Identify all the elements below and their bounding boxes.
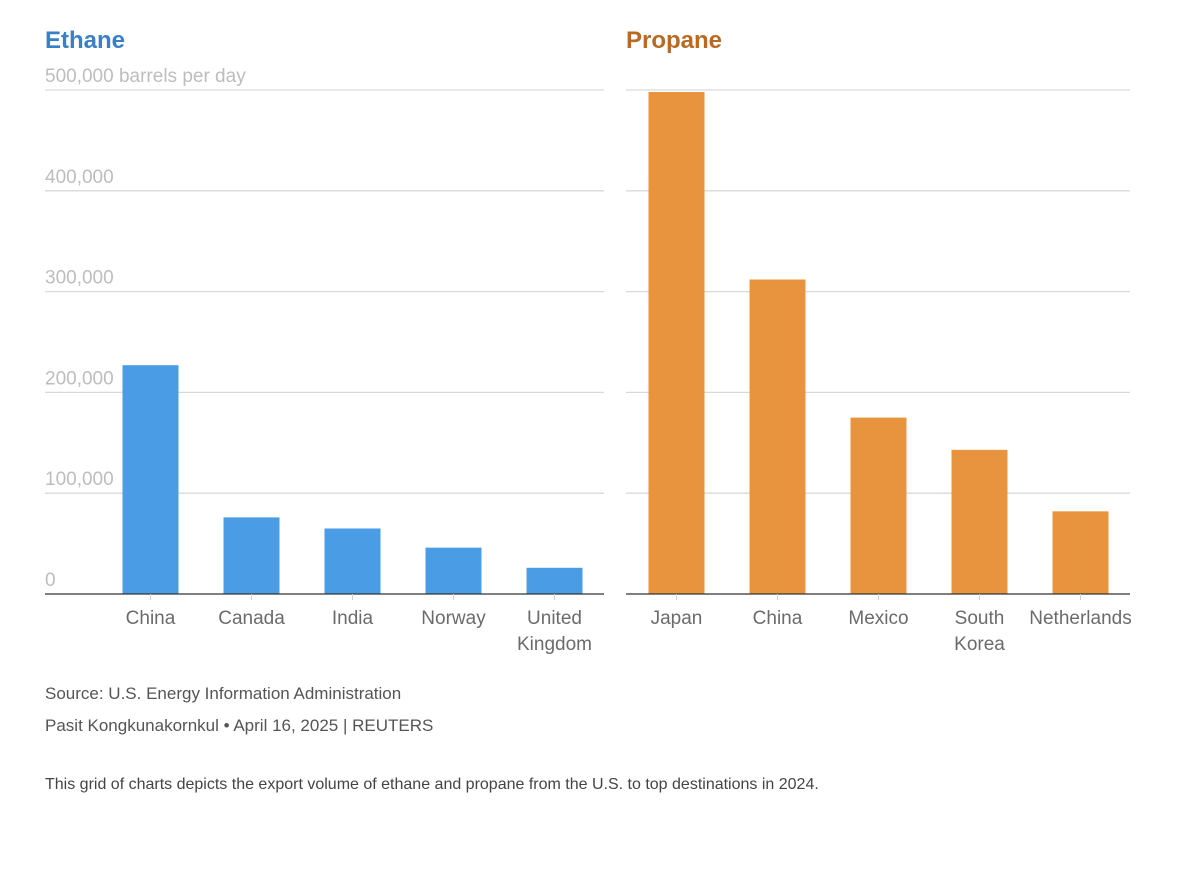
ethane-category-label: China — [126, 608, 176, 629]
ethane-bar — [223, 517, 280, 594]
ethane-category-label: Norway — [421, 608, 486, 629]
propane-category-label: Mexico — [848, 608, 908, 629]
propane-bar — [749, 279, 806, 594]
propane-category-label: China — [753, 608, 803, 629]
ethane-bar — [122, 365, 179, 594]
ethane-category-label: Canada — [218, 608, 285, 629]
propane-chart-title: Propane — [626, 27, 722, 54]
ethane-category-label: India — [332, 608, 374, 629]
propane-bar — [648, 92, 705, 595]
ethane-y-tick-label: 300,000 — [45, 268, 114, 289]
ethane-chart-title: Ethane — [45, 27, 125, 54]
ethane-bar — [526, 567, 583, 594]
propane-category-label: Japan — [651, 608, 703, 629]
ethane-y-tick-label: 200,000 — [45, 368, 114, 389]
ethane-y-tick-label: 0 — [45, 570, 56, 591]
ethane-category-label: United Kingdom — [517, 608, 592, 655]
charts-grid: Ethane 0 100,000 200,000 300,000 400,000 500,0… — [45, 27, 1132, 655]
ethane-y-tick-label: 400,000 — [45, 167, 114, 188]
ethane-bar — [324, 528, 381, 594]
ethane-y-tick-label: 100,000 — [45, 469, 114, 490]
source-note: Source: U.S. Energy Information Administ… — [45, 684, 402, 703]
ethane-y-tick-label: 500,000 barrels per day — [45, 66, 246, 87]
propane-bar — [951, 449, 1008, 594]
byline: Pasit Kongkunakornkul • April 16, 2025 |… — [45, 716, 434, 735]
propane-bar — [850, 417, 907, 594]
propane-category-label: South Korea — [954, 608, 1005, 655]
propane-bar — [1052, 511, 1109, 594]
propane-category-label: Netherlands — [1029, 608, 1131, 629]
chart-description: This grid of charts depicts the export v… — [45, 776, 819, 793]
ethane-bar — [425, 547, 482, 594]
